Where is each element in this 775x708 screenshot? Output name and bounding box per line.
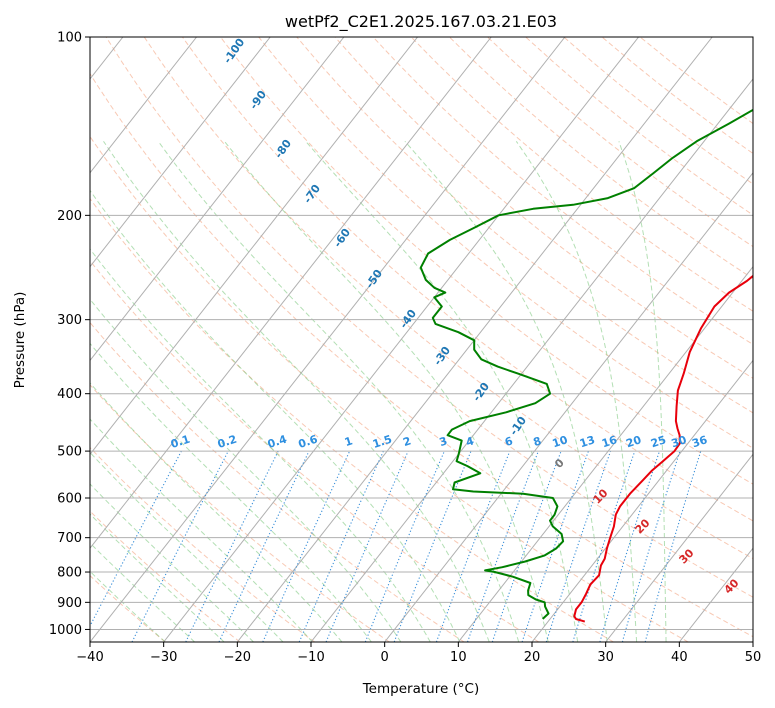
x-tick-label: −30 [150,650,177,665]
y-axis: 1000 900 800 700 600 500 400 300 200 100 [49,31,90,638]
y-tick-label: 200 [57,209,82,224]
y-tick-label: 500 [57,445,82,460]
mixing-ratio-label: 0.2 [216,433,239,451]
mixing-ratio-line [298,450,384,642]
mixing-ratio-label: 2 [401,434,412,449]
x-axis: −40 −30 −20 −10 0 10 20 30 40 50 [76,642,761,665]
dry-adiabat [90,574,166,642]
mixing-ratio-label: 1 [343,434,354,449]
y-tick-label: 300 [57,313,82,328]
mixing-ratio-line [572,450,636,642]
mixing-ratio-label: 8 [532,434,543,449]
y-tick-label: 900 [57,596,82,611]
y-axis-label: Pressure (hPa) [12,292,28,389]
x-tick-label: −20 [224,650,251,665]
profile-series [419,108,753,623]
y-tick-label: 400 [57,387,82,402]
mixing-ratio-label: 30 [670,433,689,450]
mixing-ratio-label: 6 [503,434,515,449]
mixing-ratio-label: 0.4 [266,432,289,450]
mixing-ratio-line [185,450,279,642]
dry-adiabat [220,37,753,485]
isotherm [531,359,753,642]
x-tick-label: 40 [671,650,688,665]
mixing-ratio-label: 20 [624,433,643,450]
isotherm [90,37,418,456]
x-tick-label: −10 [297,650,324,665]
mixing-ratio-label: 13 [578,433,597,450]
x-tick-label: 50 [745,650,762,665]
isotherm [90,37,566,642]
y-tick-label: 700 [57,531,82,546]
mixing-ratio-label: 3 [438,434,449,449]
dry-adiabat [90,197,614,642]
mixing-ratio-label: 16 [600,433,619,450]
mixing-ratio-line [599,450,661,642]
dry-adiabat [181,37,753,522]
mixing-ratio-line [521,450,589,642]
isotherm [90,37,271,268]
dry-adiabat [90,321,465,642]
x-tick-label: −40 [76,650,103,665]
y-tick-label: 1000 [49,623,82,638]
mixing-ratio-label: 10 [551,433,570,450]
pressure-gridlines [90,37,753,630]
mixing-ratio-line [644,450,702,642]
dry-adiabat [90,510,241,642]
mixing-ratio-line [325,450,409,642]
y-tick-label: 800 [57,566,82,581]
mixing-ratio-line [621,450,681,642]
x-tick-label: 0 [381,650,389,665]
dry-adiabat [143,37,753,560]
mixing-ratio-label: 0.1 [169,433,192,451]
dry-adiabat [105,37,753,598]
dry-adiabat [372,37,753,346]
mixing-ratio-label: 4 [464,434,476,449]
isotherm [90,37,492,549]
temperature-line [573,274,753,623]
plot-frame [89,36,754,643]
dry-adiabat [334,37,753,379]
mixing-ratio-line [262,450,351,642]
isotherm [90,37,197,174]
mixing-ratio-line [545,450,612,642]
plot-area [90,37,753,642]
mixing-ratio-line [218,450,310,642]
mixing-ratio-label: 0.6 [297,432,320,450]
dry-adiabat [90,384,390,642]
mixing-ratio-label: 25 [649,433,668,450]
isotherm [310,78,753,642]
y-tick-label: 100 [57,31,82,46]
x-axis-label: Temperature (°C) [362,681,480,697]
isotherm [163,37,639,642]
dry-adiabat [90,446,315,642]
x-tick-label: 20 [524,650,541,665]
mixing-ratio-label: 36 [690,433,709,450]
x-tick-label: 10 [450,650,467,665]
y-tick-label: 600 [57,492,82,507]
isotherm [384,171,753,642]
mixing-ratio-label: 1.5 [371,433,394,451]
isotherm [90,37,345,362]
x-tick-label: 30 [597,650,614,665]
dewpoint-line [419,108,753,620]
chart-title: wetPf2_C2E1.2025.167.03.21.E03 [285,12,557,32]
isotherm [605,453,753,642]
dry-adiabat [90,135,689,642]
